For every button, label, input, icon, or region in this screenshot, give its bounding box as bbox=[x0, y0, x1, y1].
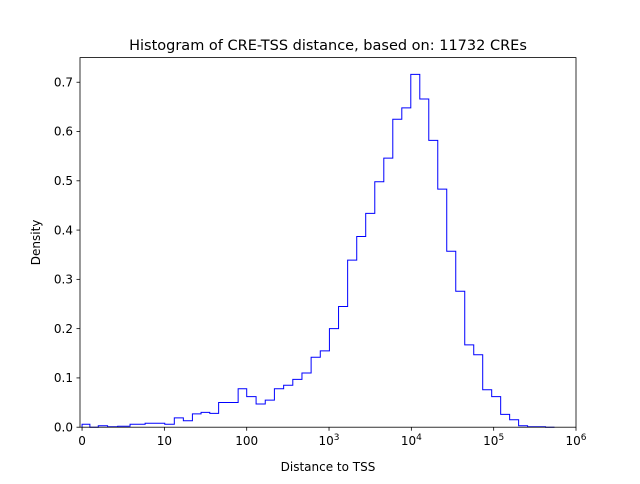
x-tick-label: 103 bbox=[319, 433, 340, 448]
y-tick-label: 0.0 bbox=[54, 420, 73, 434]
y-tick-label: 0.1 bbox=[54, 371, 73, 385]
chart-title: Histogram of CRE-TSS distance, based on:… bbox=[129, 38, 527, 54]
x-tick-label: 100 bbox=[235, 434, 258, 448]
x-tick-label: 0 bbox=[78, 434, 86, 448]
x-tick-label: 106 bbox=[565, 433, 586, 448]
y-tick-label: 0.3 bbox=[54, 273, 73, 287]
y-axis-label: Density bbox=[29, 220, 43, 266]
x-tick-label: 104 bbox=[401, 433, 422, 448]
x-tick-label: 10 bbox=[157, 434, 172, 448]
histogram-step-line bbox=[81, 73, 555, 428]
y-tick-label: 0.4 bbox=[54, 223, 73, 237]
axis-ticks: 0 10 100 103 104 105 106 0.0 0.1 0.2 0.3 0.4 0.5 0.6 0… bbox=[54, 75, 587, 448]
x-tick-label: 105 bbox=[483, 433, 504, 448]
y-tick-label: 0.6 bbox=[54, 125, 73, 139]
y-tick-label: 0.7 bbox=[54, 75, 73, 89]
y-tick-label: 0.5 bbox=[54, 174, 73, 188]
y-tick-label: 0.2 bbox=[54, 322, 73, 336]
x-axis-label: Distance to TSS bbox=[281, 460, 376, 474]
plot-frame bbox=[79, 57, 577, 428]
